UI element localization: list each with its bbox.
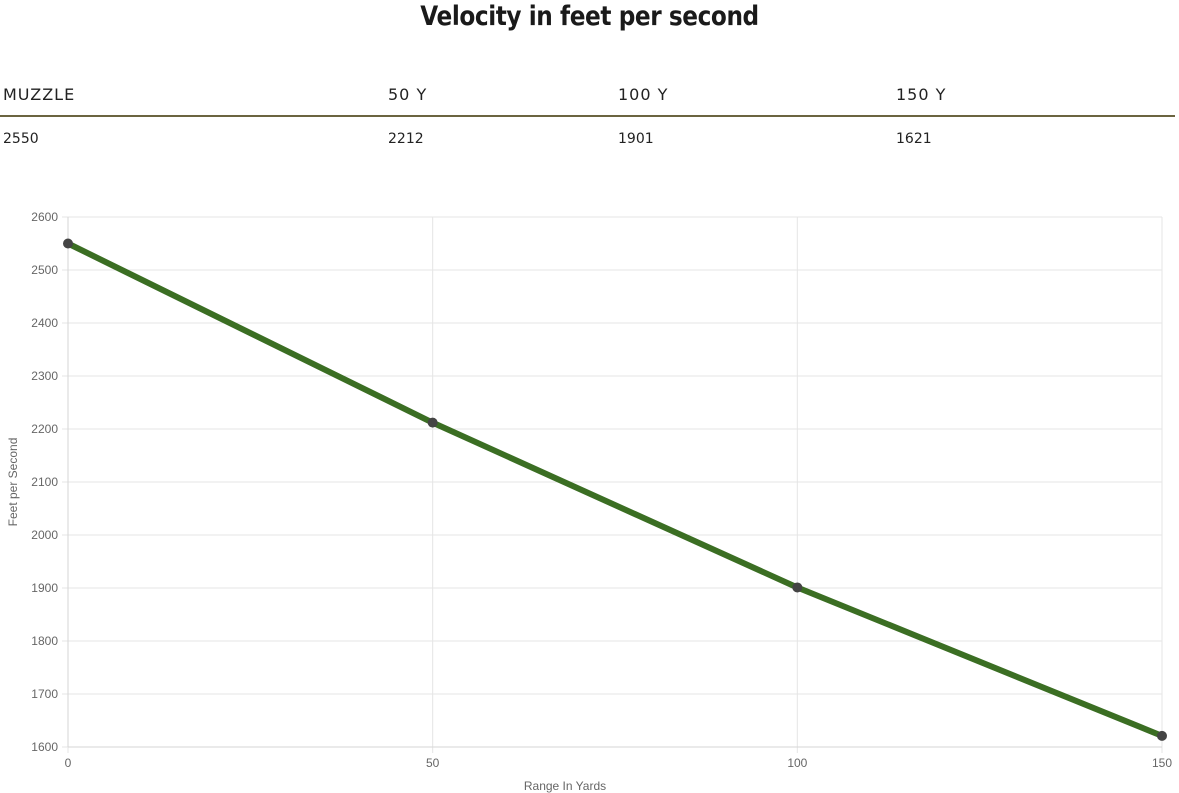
y-tick-label: 2000	[31, 528, 58, 542]
value-100-yards: 1901	[618, 131, 654, 147]
y-tick-label: 2600	[31, 210, 58, 224]
data-point	[63, 238, 73, 249]
value-150-yards: 1621	[896, 131, 932, 147]
table-row: 2550 2212 1901 1621	[0, 117, 1175, 153]
header-muzzle: MUZZLE	[3, 85, 76, 104]
y-tick-label: 1700	[31, 687, 58, 701]
y-tick-label: 2100	[31, 475, 58, 489]
x-tick-label: 150	[1152, 756, 1172, 770]
page-title: Velocity in feet per second	[420, 1, 759, 32]
y-tick-label: 2200	[31, 422, 58, 436]
x-axis-title: Range In Yards	[524, 779, 606, 793]
series-line	[65, 240, 1165, 739]
y-tick-label: 1900	[31, 581, 58, 595]
value-muzzle: 2550	[3, 131, 39, 147]
value-50-yards: 2212	[388, 131, 424, 147]
velocity-line-chart: 1600 1700 1800 1900 2000 2100 2200 2300 2400 2500…	[6, 210, 1172, 793]
velocity-table: MUZZLE 50 Y 100 Y 150 Y 2550 2212 1901 1…	[0, 78, 1175, 153]
header-150-yards: 150 Y	[896, 85, 947, 104]
x-tick-label: 50	[426, 756, 440, 770]
data-point	[427, 417, 438, 428]
y-tick-label: 2400	[31, 316, 58, 330]
table-header-row: MUZZLE 50 Y 100 Y 150 Y	[0, 78, 1175, 117]
y-axis-title: Feet per Second	[6, 438, 20, 527]
x-tick-label: 100	[787, 756, 807, 770]
data-point	[1157, 730, 1167, 741]
header-100-yards: 100 Y	[618, 85, 669, 104]
header-50-yards: 50 Y	[388, 85, 428, 104]
y-tick-label: 2500	[31, 263, 58, 277]
y-tick-label: 1600	[31, 740, 58, 754]
x-tick-label: 0	[65, 756, 72, 770]
data-point	[792, 582, 803, 593]
y-tick-label: 2300	[31, 369, 58, 383]
y-tick-label: 1800	[31, 634, 58, 648]
